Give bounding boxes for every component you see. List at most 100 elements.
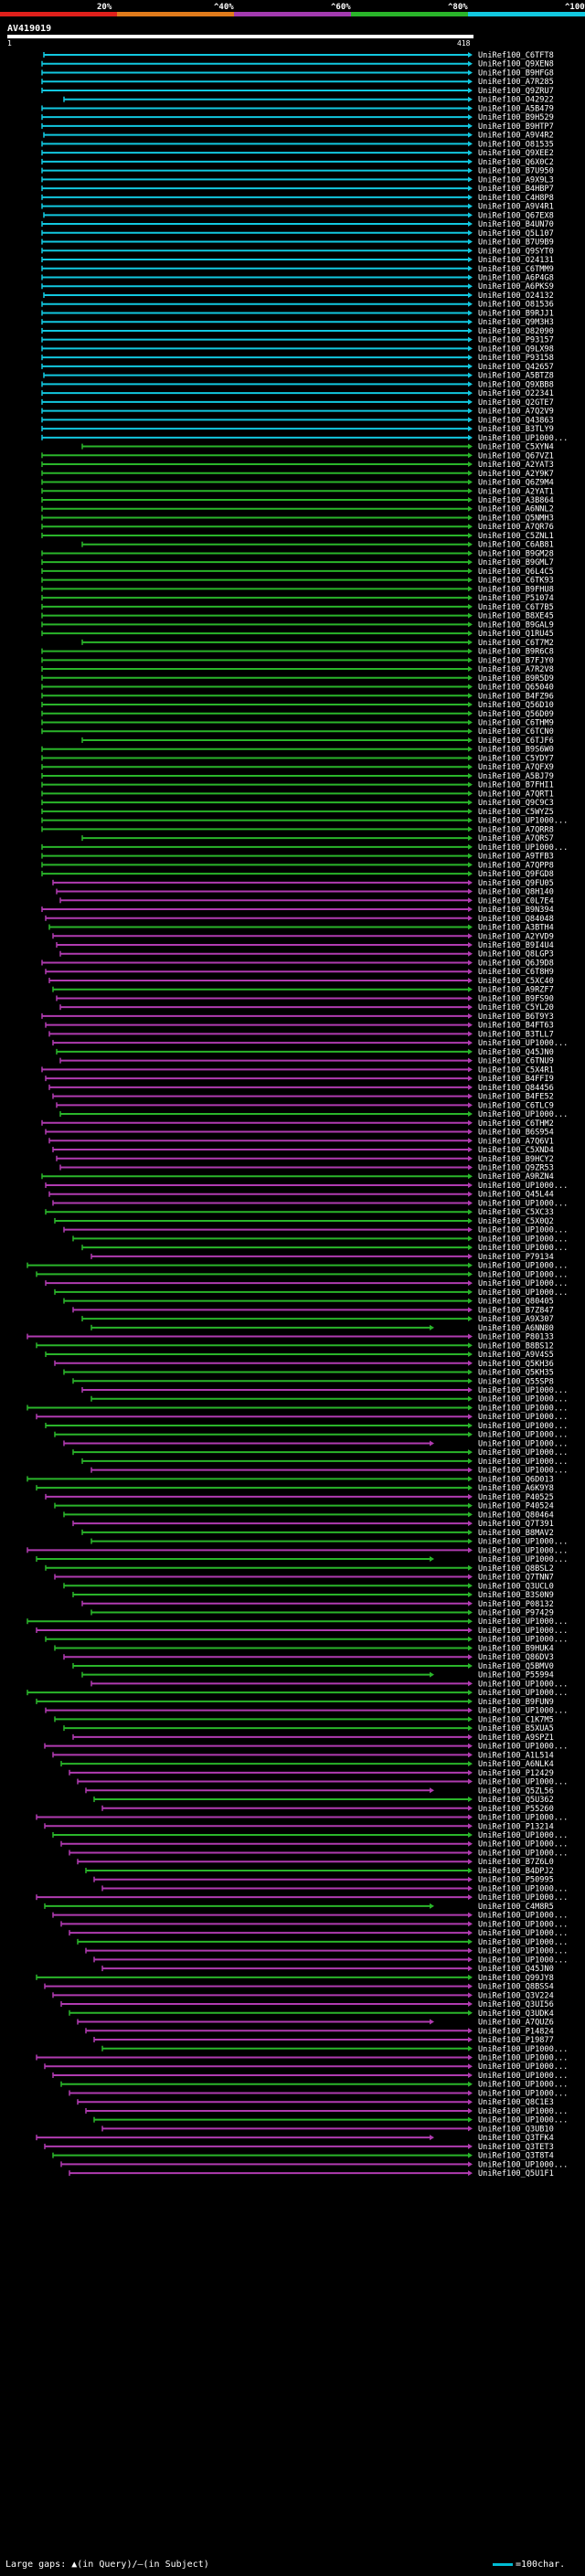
- hit-arrow: [468, 79, 473, 85]
- hit-label: UniRef100_Q9FU05: [478, 879, 554, 888]
- hit-label: UniRef100_B4UN70: [478, 220, 554, 229]
- hit-arrow: [468, 1761, 473, 1767]
- hit-label: UniRef100_B9HFG8: [478, 69, 554, 78]
- hit-label: UniRef100_C6TFT8: [478, 51, 554, 60]
- hit-label: UniRef100_C0L7E4: [478, 896, 554, 906]
- hit-label: UniRef100_Q8BSL2: [478, 1564, 554, 1574]
- hit-arrow: [468, 1778, 473, 1785]
- hit-arrow: [468, 1209, 473, 1215]
- hit-label: UniRef100_A2Y9K7: [478, 470, 554, 479]
- hit-arrow: [468, 310, 473, 316]
- hit-arrow: [468, 719, 473, 726]
- hit-label: UniRef100_Q3UI56: [478, 2000, 554, 2009]
- hit-label: UniRef100_Q6J9D8: [478, 959, 554, 968]
- hit-arrow: [468, 301, 473, 307]
- hit-label: UniRef100_A1L514: [478, 1751, 554, 1760]
- hit-arrow: [468, 755, 473, 761]
- hit-arrow: [468, 1698, 473, 1704]
- hit-arrow: [468, 1155, 473, 1161]
- hit-arrow: [468, 186, 473, 192]
- hit-arrow: [468, 995, 473, 1002]
- hit-label: UniRef100_B8MAV2: [478, 1529, 554, 1538]
- hit-arrow: [468, 2161, 473, 2168]
- hit-label: UniRef100_Q3UDK4: [478, 2009, 554, 2019]
- hit-arrow: [468, 871, 473, 877]
- query-end: 418: [457, 39, 471, 48]
- hit-label: UniRef100_B9HTP7: [478, 122, 554, 132]
- hit-arrow: [468, 1040, 473, 1046]
- hit-arrow: [468, 96, 473, 102]
- hit-arrow: [468, 1422, 473, 1428]
- hit-label: UniRef100_UP1000...: [478, 1413, 568, 1422]
- hit-label: UniRef100_A9X307: [478, 1315, 554, 1324]
- hit-label: UniRef100_UP1000...: [478, 1956, 568, 1965]
- hit-label: UniRef100_Q65040: [478, 684, 554, 693]
- hit-arrow: [468, 1938, 473, 1945]
- hit-arrow: [468, 1245, 473, 1251]
- hit-arrow: [468, 1966, 473, 1972]
- hit-label: UniRef100_Q80405: [478, 1298, 554, 1307]
- hit-label: UniRef100_Q86DV3: [478, 1653, 554, 1662]
- hit-label: UniRef100_Q3T8T4: [478, 2152, 554, 2161]
- hit-arrow: [468, 1805, 473, 1811]
- hit-arrow: [468, 1012, 473, 1019]
- hit-label: UniRef100_B9R5D9: [478, 674, 554, 684]
- hit-label: UniRef100_UP1000...: [478, 1288, 568, 1298]
- hit-arrow: [468, 1743, 473, 1749]
- hit-arrow: [468, 1449, 473, 1456]
- hit-label: UniRef100_Q43863: [478, 416, 554, 425]
- identity-bin-3: [351, 12, 468, 16]
- hit-arrow: [468, 612, 473, 619]
- hit-arrow: [468, 1574, 473, 1580]
- hit-arrow: [468, 906, 473, 913]
- hit-label: UniRef100_UP1000...: [478, 2062, 568, 2072]
- hit-label: UniRef100_UP1000...: [478, 1546, 568, 1555]
- hit-label: UniRef100_Q56D09: [478, 710, 554, 719]
- hit-label: UniRef100_C5XC40: [478, 977, 554, 986]
- hit-label: UniRef100_Q7T391: [478, 1520, 554, 1529]
- hit-arrow: [468, 1823, 473, 1829]
- hit-label: UniRef100_Q9C9C3: [478, 799, 554, 808]
- hit-arrow: [468, 772, 473, 779]
- hit-label: UniRef100_B3S0N9: [478, 1591, 554, 1600]
- hit-arrow: [468, 1992, 473, 1998]
- hit-label: UniRef100_B4FT63: [478, 1022, 554, 1031]
- hit-label: UniRef100_P97429: [478, 1609, 554, 1618]
- hit-arrow: [468, 452, 473, 459]
- hit-label: UniRef100_P40525: [478, 1493, 554, 1502]
- hit-arrow: [468, 158, 473, 164]
- hit-arrow: [468, 1280, 473, 1287]
- hit-arrow: [468, 1004, 473, 1011]
- identity-label-2: ^60%: [331, 3, 351, 12]
- hit-arrow: [468, 2001, 473, 2008]
- hit-label: UniRef100_P40524: [478, 1502, 554, 1511]
- hit-label: UniRef100_B7FHI1: [478, 781, 554, 790]
- identity-label-3: ^80%: [448, 3, 468, 12]
- hit-arrow: [468, 443, 473, 450]
- hit-arrow: [468, 470, 473, 476]
- hit-label: UniRef100_A9RZF7: [478, 986, 554, 995]
- hit-label: UniRef100_Q5KH35: [478, 1369, 554, 1378]
- hit-arrow: [468, 1538, 473, 1544]
- hit-label: UniRef100_B9N394: [478, 906, 554, 915]
- hit-label: UniRef100_Q3UB10: [478, 2125, 554, 2134]
- hit-label: UniRef100_C5WYZ5: [478, 808, 554, 817]
- identity-bin-0: [0, 12, 117, 16]
- hit-arrow: [468, 1600, 473, 1606]
- hit-label: UniRef100_UP1000...: [478, 1814, 568, 1823]
- hit-arrow: [468, 2063, 473, 2070]
- hit-label: UniRef100_C6THM9: [478, 719, 554, 728]
- hit-arrow: [468, 2037, 473, 2043]
- hit-label: UniRef100_UP1000...: [478, 1404, 568, 1413]
- hit-label: UniRef100_B4HBP7: [478, 185, 554, 194]
- hit-arrow: [468, 221, 473, 228]
- hit-label: UniRef100_UP1000...: [478, 2160, 568, 2169]
- hit-label: UniRef100_UP1000...: [478, 1386, 568, 1395]
- hit-arrow: [468, 1271, 473, 1277]
- hit-label: UniRef100_A7R285: [478, 78, 554, 87]
- hit-label: UniRef100_A9RZN4: [478, 1172, 554, 1182]
- hit-label: UniRef100_O81536: [478, 301, 554, 310]
- hit-arrow: [468, 355, 473, 361]
- hit-label: UniRef100_UP1000...: [478, 2081, 568, 2090]
- hit-label: UniRef100_UP1000...: [478, 1422, 568, 1431]
